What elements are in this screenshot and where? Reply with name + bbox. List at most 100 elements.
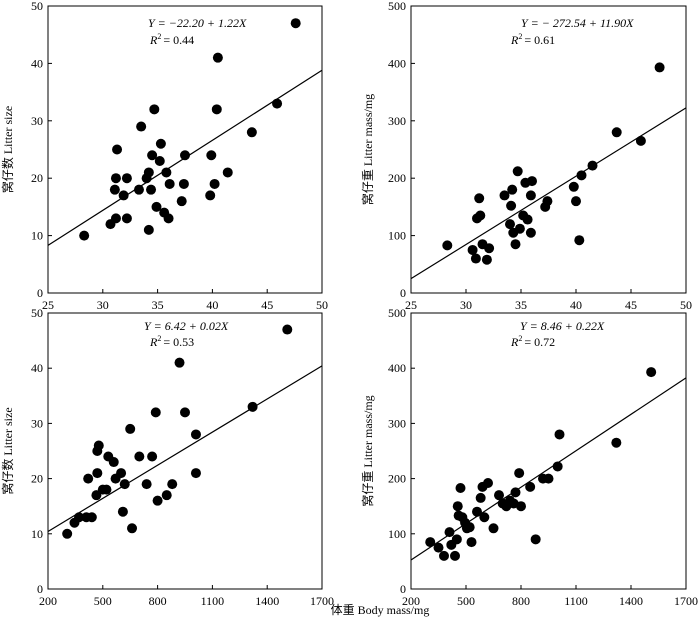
data-point [484,243,495,254]
data-point [611,127,622,138]
data-point [439,550,449,561]
data-point [611,437,622,448]
plot-frame [47,5,323,294]
y-tick-label: 10 [31,229,43,243]
data-point [164,178,175,189]
data-point [646,367,657,378]
data-point [134,451,145,462]
data-point [452,501,463,512]
data-point [506,200,517,211]
y-tick-label: 200 [388,171,406,185]
y-tick-label: 100 [388,229,406,243]
data-point [654,62,665,73]
data-point [176,196,187,207]
data-point [505,219,515,230]
data-point [246,127,257,138]
data-point [121,213,132,224]
data-point [466,537,477,548]
data-point [481,254,492,265]
data-point [190,429,201,440]
shared-x-axis-title: 体重 Body mass/mg [331,603,430,617]
x-tick-label: 200 [39,594,57,608]
y-tick-label: 10 [31,527,43,541]
scatter-panel: 200 500 800 1100 1400 1700 0 10 20 30 40 50 窝仔数 Litt… [0,306,334,608]
data-point [167,479,178,490]
data-point [136,121,147,132]
data-point [190,468,201,479]
data-point [510,239,521,250]
data-point [516,501,526,512]
data-point [161,167,172,178]
data-point [117,506,128,517]
y-tick-label: 50 [31,306,43,320]
data-point [514,468,525,479]
data-point [475,492,486,503]
data-point [499,190,510,201]
x-tick-label: 40 [570,298,582,312]
data-point [290,18,301,29]
data-point [108,457,119,468]
x-tick-label: 1100 [564,594,588,608]
y-tick-label: 40 [31,56,43,70]
data-point [209,178,220,189]
data-point [109,184,120,195]
data-point [92,468,103,479]
data-point [206,150,217,161]
data-point [101,484,112,495]
data-point [143,167,154,178]
data-point [205,190,216,201]
data-point [543,473,554,484]
data-point [222,167,233,178]
data-point [150,407,161,418]
scatter-panel: 200 500 800 1100 1400 1700 0 100 200 300 400 500 窝仔重… [360,306,698,608]
data-point [574,235,585,246]
x-tick-label: 800 [512,594,530,608]
regression-equation: Y = −22.20 + 1.22X [148,16,247,30]
x-tick-label: 40 [206,298,218,312]
x-tick-label: 1100 [201,594,225,608]
x-tick-label: 45 [261,298,273,312]
data-point [174,357,185,368]
y-axis-title: 窝仔数 Litter size [0,407,15,494]
data-point [472,506,482,517]
r-squared-label: R2 = 0.61 [510,32,555,47]
data-point [86,512,97,523]
y-axis-title: 窝仔数 Litter size [0,106,15,193]
y-tick-label: 300 [388,114,406,128]
plot-frame [47,312,323,590]
data-point [79,230,90,241]
r-squared-label: R2 = 0.53 [149,334,194,349]
data-point [83,473,94,484]
regression-equation: Y = − 272.54 + 11.90X [521,16,634,30]
x-tick-label: 1700 [674,594,698,608]
y-tick-label: 500 [388,0,406,13]
y-tick-label: 200 [388,472,406,486]
y-tick-label: 20 [31,472,43,486]
y-axis-title: 窝仔重 Litter mass/mg [360,395,375,506]
data-point [444,527,455,538]
regression-equation: Y = 8.46 + 0.22X [520,319,605,333]
data-point [514,223,525,234]
y-tick-label: 0 [37,582,43,596]
data-point [479,512,490,523]
data-point [212,52,223,63]
plot-frame [410,312,687,590]
data-point [118,190,129,201]
r-squared-label: R2 = 0.44 [149,32,194,47]
y-tick-label: 0 [400,582,406,596]
y-tick-label: 0 [400,286,406,300]
data-point [161,490,172,501]
y-tick-label: 300 [388,416,406,430]
data-point [151,201,162,212]
y-axis-title: 窝仔重 Litter mass/mg [360,94,375,205]
x-tick-label: 35 [152,298,164,312]
y-tick-label: 30 [31,114,43,128]
data-point [571,196,581,207]
data-point [552,461,563,472]
data-point [211,104,222,115]
data-point [121,173,132,184]
data-point [119,479,130,490]
data-point [152,495,163,506]
x-tick-label: 500 [94,594,112,608]
regression-line [410,107,687,280]
